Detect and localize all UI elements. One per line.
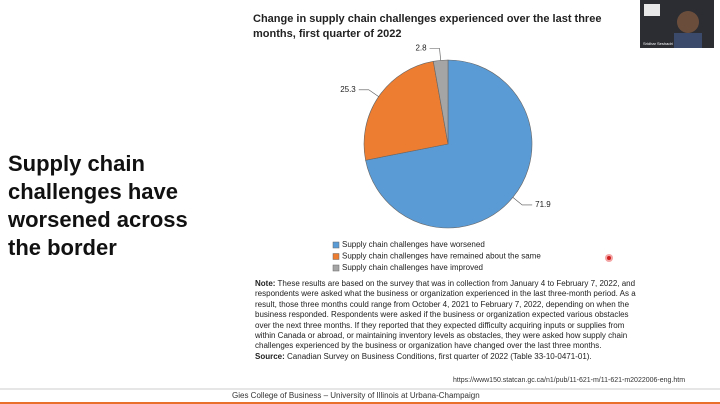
source-text: Canadian Survey on Business Conditions, … — [287, 351, 592, 361]
note-block: Note: These results are based on the sur… — [255, 279, 637, 362]
chart-title: Change in supply chain challenges experi… — [253, 13, 601, 25]
leader-line — [512, 197, 533, 206]
leader-line — [358, 89, 379, 97]
footer-bar — [0, 402, 720, 404]
data-label: 2.8 — [415, 43, 427, 52]
data-label: 25.3 — [340, 85, 356, 94]
legend-label: Supply chain challenges have worsened — [342, 240, 485, 249]
legend-swatch — [332, 241, 340, 249]
legend-label: Supply chain challenges have improved — [342, 263, 483, 272]
note-text: These results are based on the survey th… — [255, 279, 636, 351]
note-label: Note: — [255, 279, 276, 288]
participant-name: Sridhar Seshadri — [643, 41, 673, 46]
pie-slice — [365, 59, 533, 229]
background-item — [644, 4, 660, 16]
source-label: Source: — [255, 351, 285, 361]
source-url: https://www150.statcan.gc.ca/n1/pub/11-6… — [453, 377, 685, 384]
participant-body — [674, 33, 702, 48]
cursor-dot — [607, 256, 611, 260]
legend-swatch — [332, 253, 340, 260]
slide-heading: Supply chain challenges have worsened ac… — [8, 151, 188, 260]
chart-title: months, first quarter of 2022 — [253, 28, 402, 40]
data-label: 71.9 — [535, 200, 551, 209]
leader-line — [429, 48, 441, 61]
legend-swatch — [332, 264, 340, 272]
participant-head — [677, 11, 699, 33]
footer-text: Gies College of Business – University of… — [232, 391, 480, 400]
legend-label: Supply chain challenges have remained ab… — [342, 252, 541, 261]
pie-slice — [363, 60, 449, 161]
